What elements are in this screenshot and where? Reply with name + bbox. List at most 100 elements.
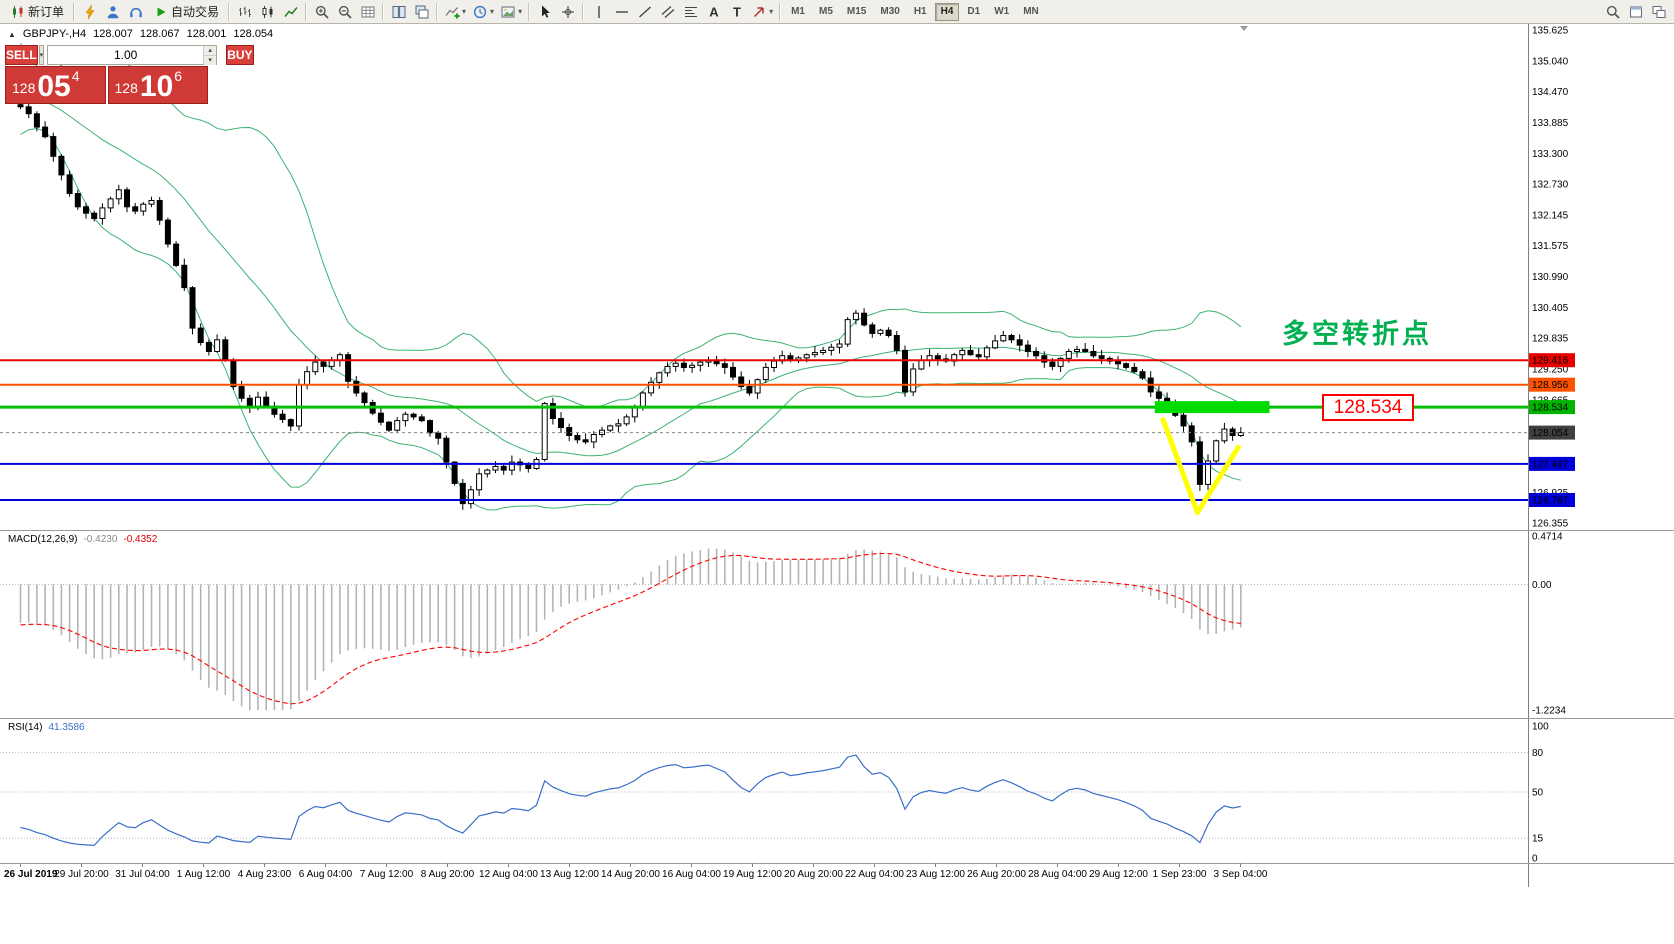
toolbar-separator xyxy=(779,2,782,21)
timeframe-w1-button[interactable]: W1 xyxy=(994,6,1010,17)
volume-down-icon[interactable]: ▾ xyxy=(204,56,217,65)
toolbar-separator xyxy=(582,2,585,21)
arrows-button[interactable]: ▾ xyxy=(748,2,776,22)
clock-icon xyxy=(472,4,488,20)
cursor-button[interactable] xyxy=(533,2,556,22)
svg-text:135.040: 135.040 xyxy=(1532,57,1569,68)
window-icon xyxy=(1628,4,1644,20)
buy-price-pip: 6 xyxy=(174,68,183,84)
svg-text:22 Aug 04:00: 22 Aug 04:00 xyxy=(845,869,904,880)
timeframe-h1-button[interactable]: H1 xyxy=(913,6,927,17)
toolbar-separator xyxy=(382,2,385,21)
svg-text:1 Sep 23:00: 1 Sep 23:00 xyxy=(1153,869,1207,880)
person-icon xyxy=(105,4,121,20)
trendline-icon xyxy=(637,4,653,20)
timeframe-d1-button[interactable]: D1 xyxy=(967,6,981,17)
trendline-button[interactable] xyxy=(633,2,656,22)
profiles-button[interactable]: ▾ xyxy=(469,2,497,22)
rsi-indicator-label: RSI(14) 41.3586 xyxy=(8,722,85,733)
line-chart-button[interactable] xyxy=(279,2,302,22)
collapse-panel-icon[interactable]: ▲ xyxy=(8,29,16,39)
macd-value-main: -0.4230 xyxy=(83,534,118,545)
timeframe-m5-button[interactable]: M5 xyxy=(819,6,833,17)
crosshair-button[interactable] xyxy=(556,2,579,22)
vertical-line-button[interactable] xyxy=(587,2,610,22)
turning-point-annotation[interactable]: 多空转折点 xyxy=(1282,319,1432,349)
zoom-out-button[interactable] xyxy=(333,2,356,22)
ohlc-high: 128.067 xyxy=(139,28,180,40)
fibonacci-button[interactable] xyxy=(679,2,702,22)
toolbar-separator xyxy=(305,2,308,21)
zoom-out-icon xyxy=(337,4,353,20)
svg-text:0.00: 0.00 xyxy=(1532,580,1552,591)
volume-stepper: ▴ ▾ xyxy=(203,46,217,65)
svg-text:29 Jul 20:00: 29 Jul 20:00 xyxy=(54,869,109,880)
grid-icon xyxy=(360,4,376,20)
svg-text:29 Aug 12:00: 29 Aug 12:00 xyxy=(1089,869,1148,880)
svg-text:50: 50 xyxy=(1532,788,1544,799)
volume-up-icon[interactable]: ▴ xyxy=(204,46,217,56)
cascade-windows-button[interactable] xyxy=(410,2,433,22)
new-order-icon xyxy=(10,4,26,20)
tile-windows-button[interactable] xyxy=(387,2,410,22)
deposit-button[interactable] xyxy=(78,2,101,22)
toolbar-separator xyxy=(73,2,76,21)
buy-price-big: 10 xyxy=(139,70,174,103)
macd-indicator-label: MACD(12,26,9) -0.4230 -0.4352 xyxy=(8,534,157,545)
svg-text:133.300: 133.300 xyxy=(1532,149,1569,160)
svg-text:-1.2234: -1.2234 xyxy=(1532,706,1566,717)
svg-text:13 Aug 12:00: 13 Aug 12:00 xyxy=(540,869,599,880)
zoom-in-button[interactable] xyxy=(310,2,333,22)
svg-text:1 Aug 12:00: 1 Aug 12:00 xyxy=(177,869,231,880)
svg-text:130.990: 130.990 xyxy=(1532,272,1569,283)
bars-icon xyxy=(237,4,253,20)
bar-chart-button[interactable] xyxy=(233,2,256,22)
dropdown-caret-icon: ▾ xyxy=(462,7,467,16)
new-chart-button[interactable]: ▾ xyxy=(441,2,469,22)
svg-text:31 Jul 04:00: 31 Jul 04:00 xyxy=(115,869,170,880)
fibonacci-icon xyxy=(683,4,699,20)
text-button[interactable]: A xyxy=(702,2,725,22)
sell-button[interactable]: SELL xyxy=(5,45,38,65)
play-icon xyxy=(153,4,169,20)
community-button[interactable] xyxy=(101,2,124,22)
svg-text:129.416: 129.416 xyxy=(1532,356,1569,367)
toolbar: 新订单 自动交易 ▾ ▾ ▾ A T ▾ M1 M5 M15 M30 H1 H4 D1 W1 MN xyxy=(0,0,1674,24)
svg-text:126.787: 126.787 xyxy=(1532,496,1569,507)
timeframe-m1-button[interactable]: M1 xyxy=(791,6,805,17)
timeframe-h4-button[interactable]: H4 xyxy=(934,2,960,21)
volume-input[interactable] xyxy=(48,46,204,64)
buy-button[interactable]: BUY xyxy=(226,45,254,65)
horizontal-line-button[interactable] xyxy=(610,2,633,22)
sell-price-display[interactable]: 128 05 4 xyxy=(5,66,106,104)
timeframe-m30-button[interactable]: M30 xyxy=(880,6,900,17)
svg-text:8 Aug 20:00: 8 Aug 20:00 xyxy=(421,869,475,880)
templates-button[interactable]: ▾ xyxy=(497,2,525,22)
price-label-annotation[interactable]: 128.534 xyxy=(1322,394,1414,421)
search-button[interactable] xyxy=(1601,2,1624,22)
text-a-icon: A xyxy=(706,4,722,20)
text-label-button[interactable]: T xyxy=(725,2,748,22)
svg-text:23 Aug 12:00: 23 Aug 12:00 xyxy=(906,869,965,880)
horizontal-line-icon xyxy=(614,4,630,20)
order-options-caret-icon[interactable]: ▾ xyxy=(38,45,45,65)
crosshair-icon xyxy=(560,4,576,20)
tile-windows-icon xyxy=(391,4,407,20)
new-order-button[interactable]: 新订单 xyxy=(4,2,70,22)
svg-text:14 Aug 20:00: 14 Aug 20:00 xyxy=(601,869,660,880)
autotrading-button[interactable]: 自动交易 xyxy=(147,2,225,22)
window-list-button[interactable] xyxy=(1647,2,1670,22)
support-button[interactable] xyxy=(124,2,147,22)
macd-name: MACD(12,26,9) xyxy=(8,534,78,545)
channel-button[interactable] xyxy=(656,2,679,22)
market-watch-button[interactable] xyxy=(356,2,379,22)
buy-price-display[interactable]: 128 10 6 xyxy=(107,66,208,104)
candlestick-chart-button[interactable] xyxy=(256,2,279,22)
headset-icon xyxy=(128,4,144,20)
timeframe-m15-button[interactable]: M15 xyxy=(846,6,867,17)
svg-text:T: T xyxy=(733,4,741,19)
window-restore-button[interactable] xyxy=(1624,2,1647,22)
timeframe-mn-button[interactable]: MN xyxy=(1023,6,1039,17)
svg-text:16 Aug 04:00: 16 Aug 04:00 xyxy=(662,869,721,880)
